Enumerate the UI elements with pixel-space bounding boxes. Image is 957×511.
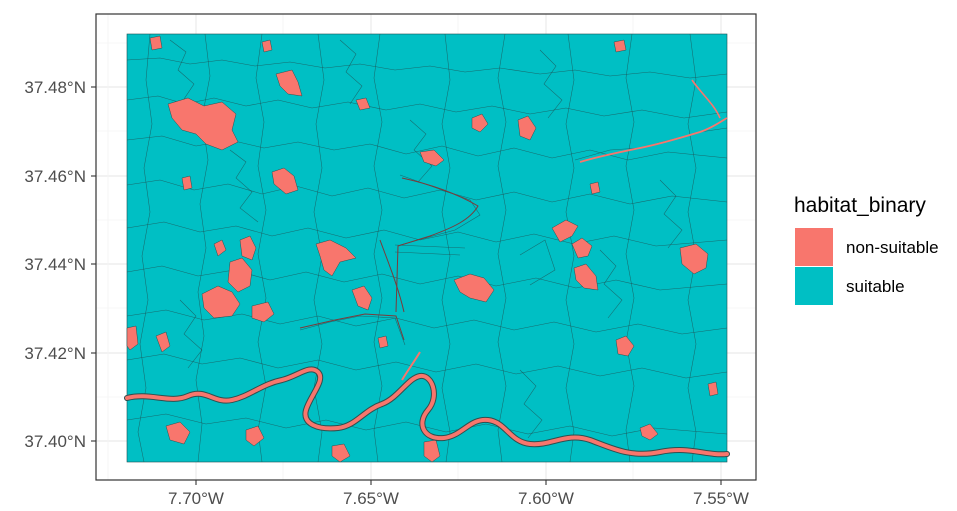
parcel-border	[126, 95, 728, 119]
non-suitable-patch	[315, 239, 357, 277]
non-suitable-patch	[419, 149, 445, 167]
legend-title: habitat_binary	[794, 194, 926, 217]
non-suitable-patch	[615, 335, 635, 357]
stream-channel	[691, 79, 721, 119]
legend-key-suitable	[795, 267, 833, 305]
river	[124, 79, 730, 458]
y-tick-label: 37.48°N	[24, 78, 86, 97]
parcel-border	[373, 33, 383, 463]
non-suitable-patch	[573, 263, 599, 291]
non-suitable-patch	[551, 219, 579, 243]
non-suitable-patch	[155, 331, 171, 353]
non-suitable-patch	[679, 243, 709, 275]
parcel-border	[519, 369, 543, 439]
non-suitable-patch	[149, 35, 163, 51]
parcel-border	[625, 33, 635, 463]
y-tick-label: 37.46°N	[24, 167, 86, 186]
x-tick-label: 7.65°W	[343, 489, 399, 508]
parcel-border	[659, 179, 683, 249]
non-suitable-patch	[271, 167, 299, 195]
non-suitable-patch	[355, 97, 371, 111]
non-suitable-patch	[589, 181, 601, 195]
parcel-border	[229, 149, 259, 223]
legend-key-non-suitable	[795, 228, 833, 266]
non-suitable-patch	[201, 285, 241, 319]
y-axis: 37.48°N 37.46°N 37.44°N 37.42°N 37.40°N	[24, 78, 86, 451]
non-suitable-patch	[167, 97, 239, 151]
track-line	[395, 177, 479, 313]
non-suitable-patch	[351, 285, 373, 311]
parcel-border	[126, 57, 728, 79]
legend-label-non-suitable: non-suitable	[846, 238, 939, 257]
parcel-border	[441, 33, 451, 463]
non-suitable-patches	[126, 35, 719, 463]
x-axis: 7.70°W 7.65°W 7.60°W 7.55°W	[168, 489, 749, 508]
parcel-border	[126, 221, 728, 247]
parcel-border	[409, 119, 433, 183]
track-lines	[299, 177, 479, 341]
parcel-border	[539, 49, 563, 119]
non-suitable-patch	[517, 115, 537, 141]
river-channel	[125, 367, 729, 457]
non-suitable-patch	[613, 39, 627, 53]
parcel-border	[126, 353, 728, 379]
parcel-border	[255, 33, 267, 463]
stream-channel	[401, 351, 421, 381]
parcel-border	[179, 299, 203, 369]
parcel-border	[497, 33, 507, 463]
y-tick-label: 37.42°N	[24, 344, 86, 363]
parcel-border	[599, 249, 623, 319]
parcel-border	[394, 244, 466, 256]
x-tick-label: 7.55°W	[693, 489, 749, 508]
non-suitable-patch	[251, 301, 275, 323]
non-suitable-patch	[245, 425, 265, 447]
parcel-border	[565, 33, 575, 463]
y-tick-label: 37.44°N	[24, 255, 86, 274]
parcel-border	[137, 33, 153, 463]
legend: habitat_binary non-suitable suitable	[794, 194, 939, 305]
non-suitable-patch	[126, 325, 139, 351]
non-suitable-patch	[377, 335, 389, 349]
legend-label-suitable: suitable	[846, 277, 905, 296]
parcel-border	[299, 315, 406, 346]
parcel-border	[399, 174, 481, 246]
non-suitable-patch	[571, 237, 593, 259]
track-line	[379, 239, 405, 313]
panel-border	[95, 13, 757, 481]
non-suitable-patch	[707, 381, 719, 397]
map-panel	[95, 13, 757, 481]
stream-channel	[579, 117, 728, 163]
non-suitable-patch	[213, 239, 227, 257]
non-suitable-patch	[275, 69, 303, 97]
y-tick-label: 37.40°N	[24, 432, 86, 451]
non-suitable-patch	[181, 175, 193, 191]
non-suitable-patch	[331, 443, 351, 463]
parcel-border	[339, 39, 363, 105]
parcel-border	[519, 239, 556, 286]
x-tick-label: 7.70°W	[168, 489, 224, 508]
parcel-border	[126, 179, 728, 205]
non-suitable-patch	[239, 235, 257, 261]
parcel-border	[126, 413, 728, 437]
non-suitable-patch	[471, 113, 489, 133]
axis-ticks	[91, 86, 722, 485]
x-tick-label: 7.60°W	[518, 489, 574, 508]
non-suitable-patch	[165, 421, 191, 445]
non-suitable-patch	[639, 423, 659, 441]
non-suitable-patch	[227, 257, 253, 293]
track-line	[299, 313, 405, 341]
non-suitable-patch	[453, 273, 495, 303]
non-suitable-patch	[261, 39, 273, 53]
